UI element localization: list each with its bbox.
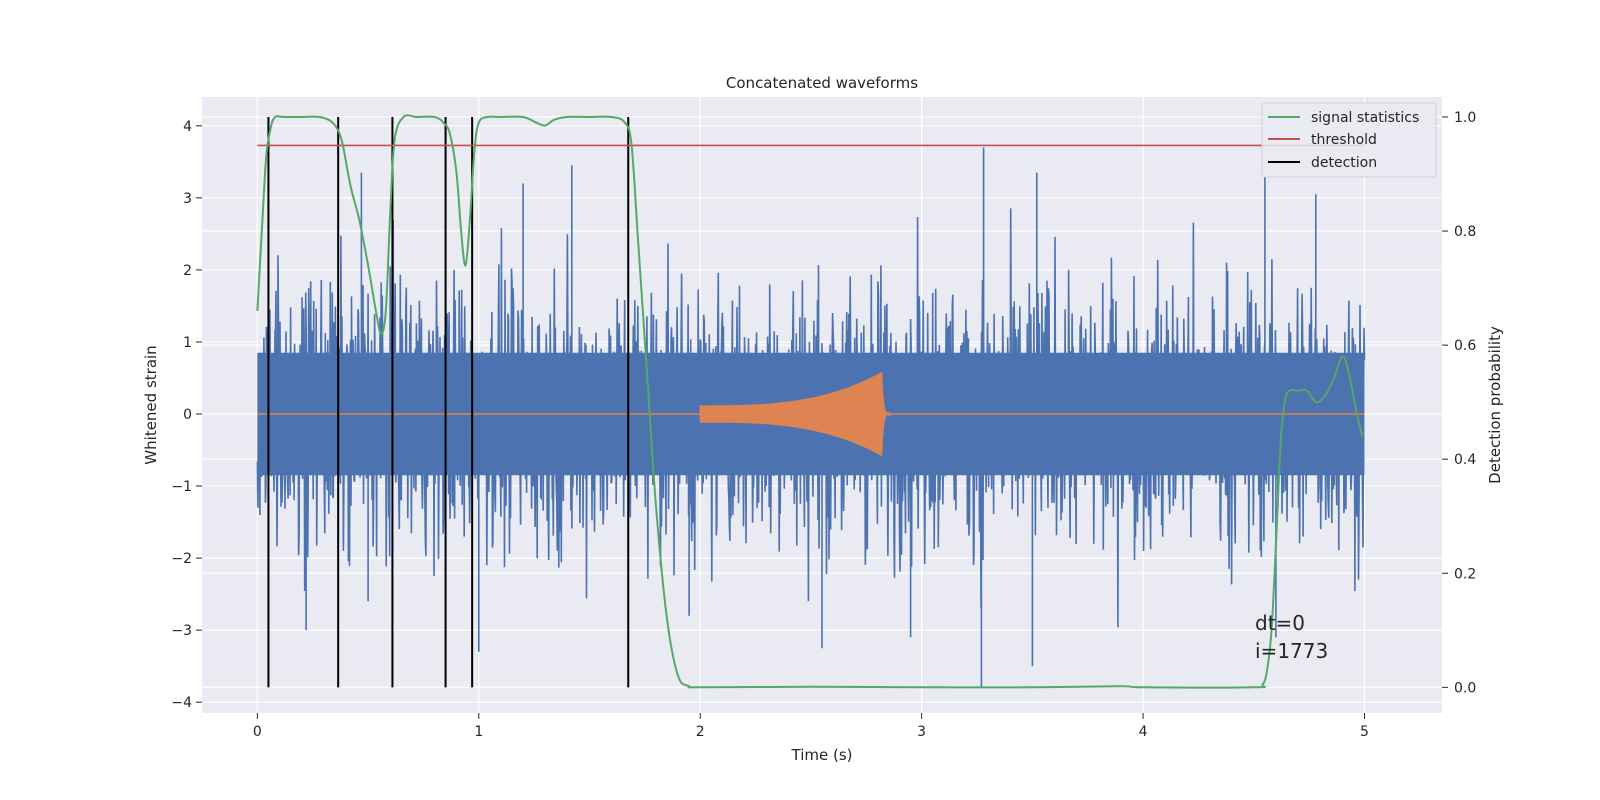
legend-box [1261, 102, 1437, 178]
x-tick-label-0: 0 [253, 724, 262, 740]
y-left-tick-label-1: 3 [183, 191, 192, 207]
x-tick-label-4: 4 [1139, 724, 1148, 740]
x-tick-label-1: 1 [474, 724, 483, 740]
signal-statistics-line [256, 114, 1364, 689]
y-right-tick-label-4: 0.2 [1454, 566, 1476, 582]
legend-label-detection: detection [1311, 155, 1377, 171]
y-left-tick-label-3: 1 [183, 335, 192, 351]
legend: signal statistics threshold detection [1261, 102, 1437, 178]
y-left-tick-label-4: 0 [183, 407, 192, 423]
annotation-i: i=1773 [1255, 639, 1328, 663]
y-right-tick-label-0: 1.0 [1454, 110, 1476, 126]
legend-label-threshold: threshold [1311, 132, 1377, 148]
y-left-tick-label-6: −2 [171, 551, 192, 567]
y-right-tick-label-3: 0.4 [1454, 452, 1476, 468]
detection-lines [267, 116, 630, 688]
legend-label-signal-statistics: signal statistics [1311, 110, 1419, 126]
y-left-tick-label-7: −3 [171, 623, 192, 639]
annotation-dt: dt=0 [1255, 611, 1305, 635]
y-right-tick-label-5: 0.0 [1454, 680, 1476, 696]
y-left-tick-label-5: −1 [171, 479, 192, 495]
y-axis-label-left: Whitened strain [142, 345, 160, 464]
injection-waveform-line [257, 372, 1365, 456]
y-left-tick-label-2: 2 [183, 263, 192, 279]
x-tick-label-5: 5 [1360, 724, 1369, 740]
x-tick-label-3: 3 [917, 724, 926, 740]
x-axis-label: Time (s) [791, 746, 853, 764]
plot-area [256, 114, 1366, 689]
axis-ticks: 0 1 2 3 4 5 4 3 2 1 0 −1 −2 −3 −4 1.0 0.8 0.6 0.4 0.2 0.0 [171, 110, 1476, 740]
y-left-tick-label-0: 4 [183, 119, 192, 135]
chart-title: Concatenated waveforms [726, 74, 918, 92]
y-left-tick-label-8: −4 [171, 695, 192, 711]
x-tick-label-2: 2 [696, 724, 705, 740]
y-right-tick-label-2: 0.6 [1454, 338, 1476, 354]
y-right-tick-label-1: 0.8 [1454, 224, 1476, 240]
y-axis-label-right: Detection probability [1486, 326, 1504, 484]
